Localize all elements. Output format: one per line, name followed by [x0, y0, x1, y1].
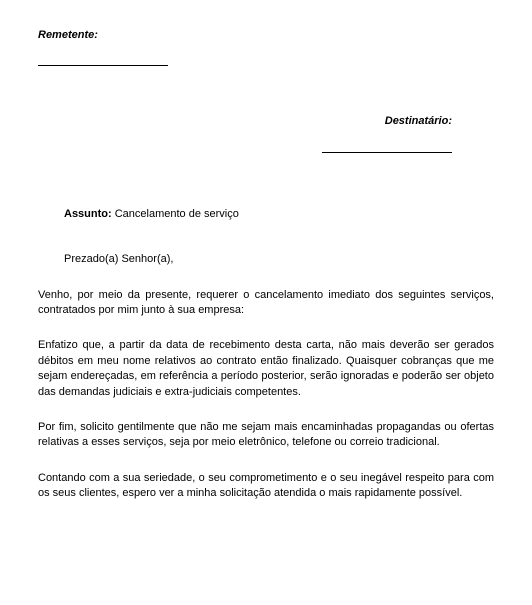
recipient-block: Destinatário: [38, 114, 494, 152]
subject-label: Assunto: [64, 208, 112, 220]
subject-text: Cancelamento de serviço [115, 208, 239, 220]
sender-block: Remetente: [38, 28, 494, 66]
recipient-signature-line [322, 152, 452, 153]
sender-label: Remetente: [38, 28, 494, 43]
paragraph-4: Contando com a sua seriedade, o seu comp… [38, 471, 494, 502]
paragraph-1: Venho, por meio da presente, requerer o … [38, 288, 494, 319]
greeting: Prezado(a) Senhor(a), [64, 252, 494, 267]
paragraph-3: Por fim, solicito gentilmente que não me… [38, 420, 494, 451]
sender-signature-line [38, 65, 168, 66]
recipient-label: Destinatário: [38, 114, 494, 129]
paragraph-2: Enfatizo que, a partir da data de recebi… [38, 338, 494, 400]
subject-line: Assunto: Cancelamento de serviço [64, 207, 494, 222]
